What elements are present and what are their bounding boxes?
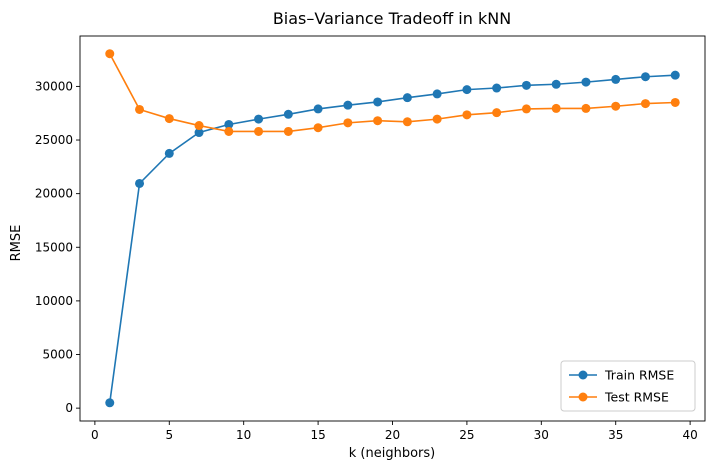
x-tick-label: 30 [534,428,549,442]
data-point [402,93,412,103]
data-point [224,119,234,129]
data-point [581,77,591,87]
data-point [462,110,472,120]
data-point [194,128,204,138]
data-point [670,70,680,80]
data-point [492,108,502,118]
data-point [164,148,174,158]
data-point [492,83,502,93]
y-tick-label: 10000 [35,294,73,308]
y-tick-label: 30000 [35,79,73,93]
legend-marker [578,392,588,402]
x-tick-label: 5 [165,428,173,442]
series-train-rmse [105,70,680,408]
data-point [224,126,234,136]
series-test-rmse [105,49,680,136]
data-point [432,89,442,99]
legend-box [560,360,696,412]
data-point [581,103,591,113]
data-point [283,126,293,136]
y-axis: 0 5000 10000 15000 20000 25000 30000 [35,79,80,415]
y-tick-label: 5000 [42,348,73,362]
chart-title: Bias–Variance Tradeoff in kNN [273,9,511,28]
data-point [135,178,145,188]
data-point [164,114,174,124]
data-point [254,126,264,136]
data-point [105,398,115,408]
legend-label: Train RMSE [604,368,674,383]
data-point [105,49,115,59]
x-tick-label: 35 [608,428,623,442]
x-tick-label: 10 [236,428,251,442]
data-point [343,118,353,128]
y-tick-label: 0 [65,401,73,415]
y-tick-label: 20000 [35,187,73,201]
y-tick-label: 15000 [35,240,73,254]
x-axis-label: k (neighbors) [349,446,435,461]
data-point [670,97,680,107]
data-point [135,104,145,114]
y-axis-label: RMSE [9,225,24,262]
x-tick-label: 0 [91,428,99,442]
legend: Train RMSE Test RMSE [560,360,696,412]
data-point [640,99,650,109]
data-point [640,72,650,82]
series-layer [105,49,680,408]
data-point [373,97,383,107]
data-point [462,85,472,95]
data-point [551,79,561,89]
data-point [402,117,412,127]
data-point [432,114,442,124]
data-point [521,104,531,114]
data-point [611,74,621,84]
x-axis: 0 5 10 15 20 25 30 35 40 [91,421,698,442]
series-line [108,74,676,403]
y-tick-label: 25000 [35,133,73,147]
data-point [194,121,204,131]
data-point [283,109,293,119]
data-point [254,114,264,124]
data-point [551,103,561,113]
legend-marker [578,370,588,380]
data-point [313,123,323,133]
data-point [521,80,531,90]
data-point [343,100,353,110]
x-tick-label: 15 [310,428,325,442]
x-tick-label: 20 [385,428,400,442]
data-point [373,116,383,126]
data-point [313,104,323,114]
data-point [611,101,621,111]
series-line [109,53,676,133]
legend-label: Test RMSE [604,390,669,405]
x-tick-label: 25 [459,428,474,442]
x-tick-label: 40 [682,428,697,442]
